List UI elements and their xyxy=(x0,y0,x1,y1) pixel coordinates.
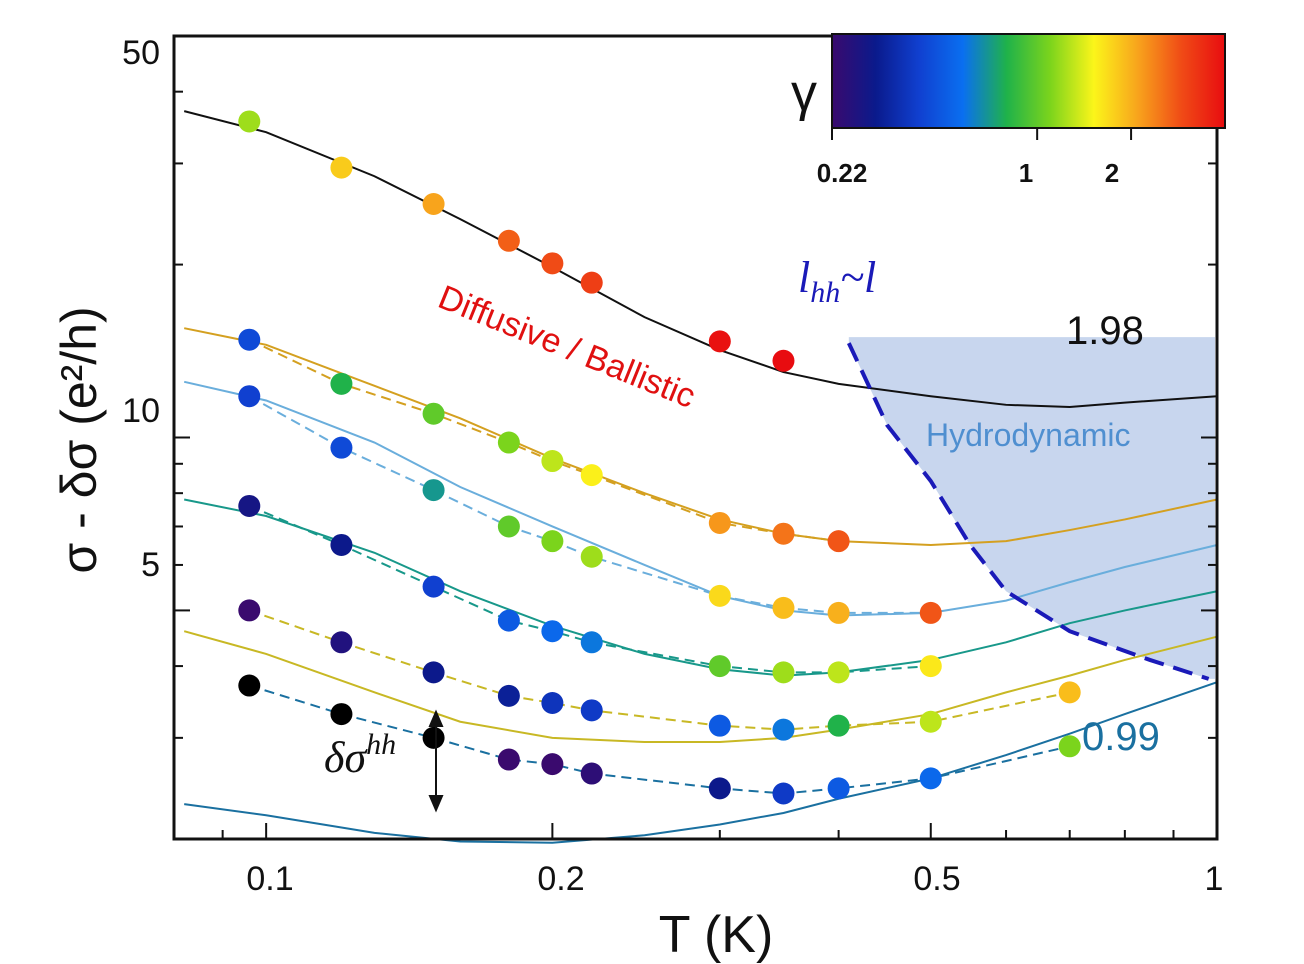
series-3-point-6 xyxy=(708,655,731,678)
x-tick-label-0.1: 0.1 xyxy=(246,860,293,898)
series-4-point-8 xyxy=(827,714,850,737)
annotation-bottom-curve-value: 0.99 xyxy=(1082,715,1160,759)
series-3-point-3 xyxy=(497,609,520,632)
series-4-point-10 xyxy=(1058,681,1081,704)
series-5-point-2 xyxy=(422,726,445,749)
series-5-point-8 xyxy=(827,777,850,800)
series-5-point-3 xyxy=(497,748,520,771)
series-3-point-8 xyxy=(827,661,850,684)
series-5-point-5 xyxy=(580,762,603,785)
series-0-point-0 xyxy=(238,110,261,133)
series-4-point-5 xyxy=(580,699,603,722)
series-3-point-9 xyxy=(919,655,942,678)
series-1-point-6 xyxy=(708,511,731,534)
series-2-point-1 xyxy=(330,436,353,459)
series-5-point-6 xyxy=(708,777,731,800)
series-5-point-9 xyxy=(919,767,942,790)
series-1-point-3 xyxy=(497,431,520,454)
x-tick-label-0.2: 0.2 xyxy=(537,860,584,898)
series-3-dashed-fit xyxy=(248,505,931,674)
series-2-point-9 xyxy=(919,601,942,624)
y-axis-ticks xyxy=(174,35,1217,840)
x-tick-label-1: 1 xyxy=(1205,860,1224,898)
series-4-point-2 xyxy=(422,661,445,684)
series-1-point-5 xyxy=(580,464,603,487)
series-1-point-1 xyxy=(330,372,353,395)
series-2-point-0 xyxy=(238,385,261,408)
series-0-point-2 xyxy=(422,192,445,215)
series-4-point-4 xyxy=(541,691,564,714)
series-0-point-7 xyxy=(772,349,795,372)
series-1-curve xyxy=(183,327,1218,546)
series-5-point-0 xyxy=(238,674,261,697)
series-4-point-1 xyxy=(330,631,353,654)
series-3-point-5 xyxy=(580,631,603,654)
x-tick-label-0.5: 0.5 xyxy=(913,860,960,898)
series-3-curve xyxy=(183,498,1218,677)
series-5-point-7 xyxy=(772,782,795,805)
colorbar-tick-2: 2 xyxy=(1105,158,1119,188)
colorbar-label: γ xyxy=(791,64,817,122)
series-1-point-4 xyxy=(541,450,564,473)
x-axis-ticks xyxy=(173,823,1218,839)
series-2-point-5 xyxy=(580,545,603,568)
series-0-point-6 xyxy=(708,330,731,353)
series-2-dashed-fit xyxy=(248,395,931,614)
series-4-curve xyxy=(183,630,1218,744)
correction-arrow xyxy=(428,709,444,813)
series-5-point-4 xyxy=(541,753,564,776)
series-2-point-3 xyxy=(497,515,520,538)
series-4-point-9 xyxy=(919,710,942,733)
series-1-point-8 xyxy=(827,530,850,553)
series-2-point-7 xyxy=(772,596,795,619)
series-0-point-4 xyxy=(541,252,564,275)
series-3-point-7 xyxy=(772,661,795,684)
series-2-curve xyxy=(183,380,1218,617)
annotation-correction: δσhh xyxy=(324,728,396,782)
annotation-boundary-label: lhh~l xyxy=(798,253,876,309)
boundary-line xyxy=(847,342,1210,681)
series-2-point-8 xyxy=(827,601,850,624)
series-4-point-7 xyxy=(772,718,795,741)
y-tick-label-10: 10 xyxy=(122,392,160,430)
annotation-top-curve-value: 1.98 xyxy=(1066,309,1144,353)
data-points xyxy=(238,110,1081,805)
series-4-point-6 xyxy=(708,714,731,737)
series-5-point-10 xyxy=(1058,735,1081,758)
boundary-dashed-line xyxy=(847,342,1210,681)
series-4-point-0 xyxy=(238,599,261,622)
series-5-point-1 xyxy=(330,703,353,726)
series-3-point-2 xyxy=(422,575,445,598)
series-4-dashed-fit xyxy=(248,609,1070,731)
shaded-region-hydrodynamic xyxy=(848,337,1215,679)
series-4-point-3 xyxy=(497,684,520,707)
series-0-curve xyxy=(183,110,1218,409)
series-3-point-1 xyxy=(330,533,353,556)
y-tick-label-5: 5 xyxy=(141,546,160,584)
series-1-point-2 xyxy=(422,402,445,425)
annotation-diffusive-ballistic: Diffusive / Ballistic xyxy=(433,278,701,416)
y-axis-title: σ - δσ (e²/h) xyxy=(51,306,107,573)
colorbar xyxy=(831,33,1226,129)
series-2-point-6 xyxy=(708,584,731,607)
series-1-point-0 xyxy=(238,328,261,351)
series-0-point-1 xyxy=(330,156,353,179)
series-5-curve xyxy=(184,681,1218,844)
series-0-point-5 xyxy=(580,271,603,294)
series-2-point-4 xyxy=(541,530,564,553)
colorbar-tick-1: 1 xyxy=(1019,158,1033,188)
series-2-point-2 xyxy=(422,479,445,502)
x-axis-title: T (K) xyxy=(659,906,774,964)
y-tick-label-50: 50 xyxy=(122,34,160,72)
colorbar-ticks xyxy=(831,128,1133,140)
annotation-hydrodynamic: Hydrodynamic xyxy=(926,417,1131,453)
series-3-point-0 xyxy=(238,494,261,517)
colorbar-tick-0.22: 0.22 xyxy=(817,158,868,188)
series-0-point-3 xyxy=(497,229,520,252)
series-1-point-7 xyxy=(772,522,795,545)
series-3-point-4 xyxy=(541,620,564,643)
